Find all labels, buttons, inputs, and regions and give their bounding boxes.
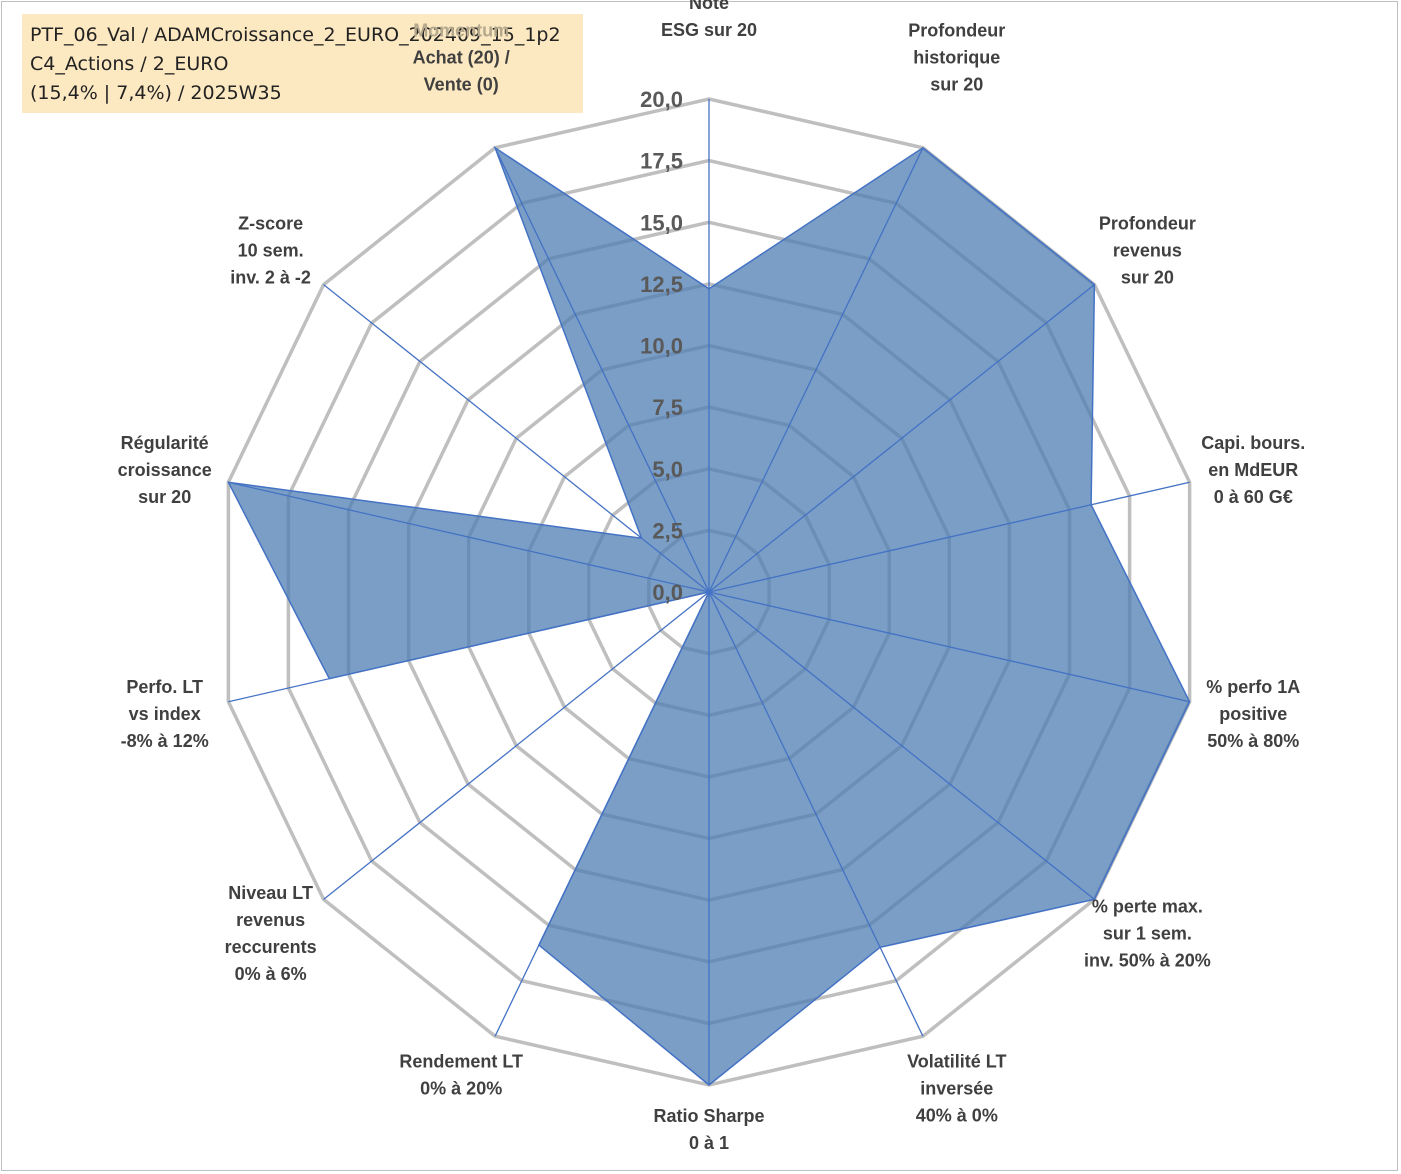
axis-label-line: 0% à 20% <box>420 1079 502 1099</box>
axis-label: Niveau LT revenus reccurents 0% à 6% <box>225 883 317 984</box>
info-line-category: C4_Actions / 2_EURO <box>30 53 229 75</box>
axis-spoke <box>708 591 1190 703</box>
axis-spoke <box>708 284 1095 593</box>
radar-spokes <box>228 99 1190 1085</box>
axis-label-line: inversée <box>920 1079 993 1099</box>
axis-label-line: Régularité <box>121 433 209 453</box>
axis-label: % perte max. sur 1 sem. inv. 50% à 20% <box>1084 897 1211 971</box>
axis-label-line: 0% à 6% <box>235 964 307 984</box>
info-line-portfolio: PTF_06_Val / ADAMCroissance_2_EURO_20240… <box>30 24 561 46</box>
axis-label: Rendement LT 0% à 20% <box>399 1052 523 1099</box>
axis-label: Régularité croissance sur 20 <box>118 433 212 507</box>
axis-label-line: Z-score <box>238 213 303 233</box>
axis-label-line: Ratio Sharpe <box>653 1106 764 1126</box>
axis-spoke <box>494 591 710 1037</box>
axis-label-line: Rendement LT <box>399 1052 523 1072</box>
axis-label: Volatilité LT inversée 40% à 0% <box>907 1052 1006 1126</box>
axis-label-line: Note <box>689 0 729 13</box>
axis-spoke <box>708 481 1190 593</box>
axis-label-line: -8% à 12% <box>121 731 209 751</box>
axis-spoke <box>708 591 1095 900</box>
axis-label-line: sur 20 <box>930 74 983 94</box>
axis-spoke <box>228 591 710 703</box>
tick-label: 10,0 <box>640 334 683 359</box>
radar-tick-labels: 0,0 2,5 5,0 7,5 10,0 12,5 15,0 17,5 20,0 <box>640 87 683 605</box>
axis-spoke <box>228 481 710 593</box>
axis-label-line: 10 sem. <box>238 240 304 260</box>
tick-label: 2,5 <box>652 518 683 543</box>
axis-label-line: en MdEUR <box>1208 460 1298 480</box>
axis-label: Profondeur historique sur 20 <box>908 20 1005 94</box>
axis-label-line: 50% à 80% <box>1207 731 1299 751</box>
axis-spoke <box>323 591 710 900</box>
axis-label-line: inv. 50% à 20% <box>1084 951 1211 971</box>
axis-label-line: historique <box>913 47 1000 67</box>
axis-label-line: Vente (0) <box>424 74 499 94</box>
axis-label: % perfo 1A positive 50% à 80% <box>1206 677 1300 751</box>
tick-label: 0,0 <box>652 580 683 605</box>
axis-label-line: croissance <box>118 460 212 480</box>
axis-label-line: Volatilité LT <box>907 1052 1006 1072</box>
axis-spoke <box>708 147 924 593</box>
axis-label: Ratio Sharpe 0 à 1 <box>653 1106 764 1153</box>
axis-label-line: Capi. bours. <box>1201 433 1305 453</box>
tick-label: 7,5 <box>652 395 683 420</box>
info-line-stats: (15,4% | 7,4%) / 2025W35 <box>30 82 282 104</box>
axis-label-line: vs index <box>129 704 201 724</box>
axis-label-line: revenus <box>236 910 305 930</box>
axis-label-line: Achat (20) / <box>413 47 510 67</box>
axis-label-line: % perte max. <box>1092 897 1203 917</box>
radar-axis-labels: Note ESG sur 20 Profondeur historique sur 20… <box>118 0 1306 1153</box>
axis-label: Note ESG sur 20 <box>661 0 757 40</box>
axis-label-line: 0 à 1 <box>689 1133 729 1153</box>
axis-label: Momentum Achat (20) / Vente (0) <box>413 20 510 94</box>
axis-label-line: sur 1 sem. <box>1103 924 1192 944</box>
tick-label: 12,5 <box>640 272 683 297</box>
axis-label-line: sur 20 <box>138 487 191 507</box>
tick-label: 17,5 <box>640 149 683 174</box>
axis-label-line: sur 20 <box>1121 267 1174 287</box>
portfolio-info-box: PTF_06_Val / ADAMCroissance_2_EURO_20240… <box>22 14 583 113</box>
axis-label-line: Profondeur <box>1099 213 1196 233</box>
axis-label-line: 0 à 60 G€ <box>1214 487 1293 507</box>
axis-label-line: Niveau LT <box>228 883 313 903</box>
axis-label-line: Momentum <box>413 20 509 40</box>
axis-label-line: positive <box>1219 704 1287 724</box>
axis-spoke <box>494 147 710 593</box>
tick-label: 5,0 <box>652 457 683 482</box>
axis-label-line: inv. 2 à -2 <box>230 267 311 287</box>
tick-label: 20,0 <box>640 87 683 112</box>
axis-label: Profondeur revenus sur 20 <box>1099 213 1196 287</box>
axis-label-line: ESG sur 20 <box>661 20 757 40</box>
axis-spoke <box>708 591 924 1037</box>
axis-label-line: Profondeur <box>908 20 1005 40</box>
axis-spoke <box>323 284 710 593</box>
tick-label: 15,0 <box>640 210 683 235</box>
axis-label-line: % perfo 1A <box>1206 677 1300 697</box>
axis-label-line: Perfo. LT <box>126 677 203 697</box>
axis-label-line: 40% à 0% <box>916 1106 998 1126</box>
axis-label-line: reccurents <box>225 937 317 957</box>
axis-label: Perfo. LT vs index -8% à 12% <box>121 677 209 751</box>
axis-label-line: revenus <box>1113 240 1182 260</box>
axis-label: Z-score 10 sem. inv. 2 à -2 <box>230 213 311 287</box>
axis-label: Capi. bours. en MdEUR 0 à 60 G€ <box>1201 433 1305 507</box>
